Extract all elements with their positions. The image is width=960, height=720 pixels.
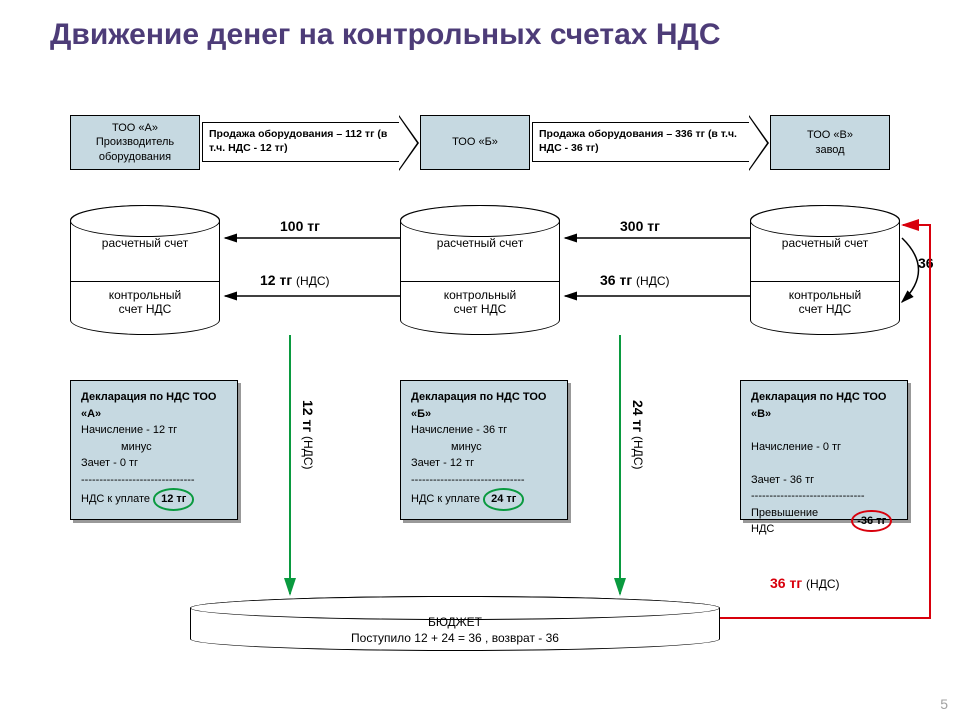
label-300: 300 тг [620, 218, 660, 234]
label-36-vat: 36 тг (НДС) [600, 272, 670, 288]
green-flow-b-label: 24 тг (НДС) [630, 400, 646, 470]
company-b-box: ТОО «Б» [420, 115, 530, 170]
label-self-36: 36 [918, 255, 934, 271]
label-12-vat: 12 тг (НДС) [260, 272, 330, 288]
declaration-b: Декларация по НДС ТОО «Б» Начисление - 3… [400, 380, 568, 520]
red-flow-label: 36 тг (НДС) [770, 575, 840, 591]
accounts-v: расчетный счет контрольный счет НДС [750, 205, 900, 335]
page-number: 5 [940, 696, 948, 712]
accounts-a: расчетный счет контрольный счет НДС [70, 205, 220, 335]
label-100: 100 тг [280, 218, 320, 234]
sale-arrow-bv: Продажа оборудования – 336 тг (в т.ч. НД… [532, 122, 750, 162]
company-a-box: ТОО «А» Производитель оборудования [70, 115, 200, 170]
company-v-box: ТОО «В» завод [770, 115, 890, 170]
accounts-b: расчетный счет контрольный счет НДС [400, 205, 560, 335]
declaration-v: Декларация по НДС ТОО «В» Начисление - 0… [740, 380, 908, 520]
page-title: Движение денег на контрольных счетах НДС [50, 18, 721, 52]
green-flow-a-label: 12 тг (НДС) [300, 400, 316, 470]
declaration-a: Декларация по НДС ТОО «А» Начисление - 1… [70, 380, 238, 520]
sale-arrow-ab: Продажа оборудования – 112 тг (в т.ч. НД… [202, 122, 400, 162]
budget-cylinder: БЮДЖЕТ Поступило 12 + 24 = 36 , возврат … [190, 596, 720, 651]
